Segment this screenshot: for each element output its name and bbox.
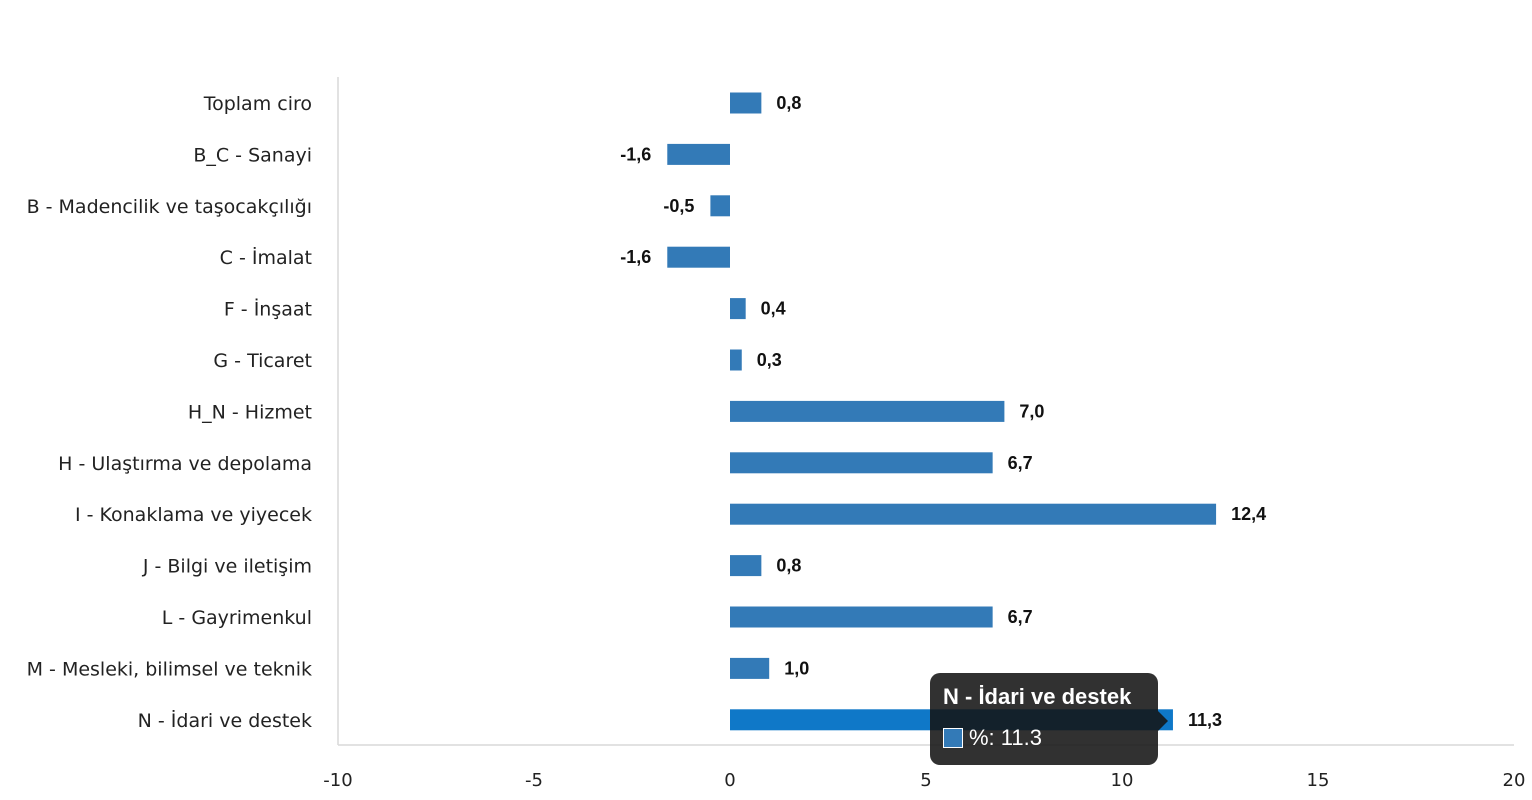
category-label: I - Konaklama ve yiyecek <box>75 504 312 526</box>
data-label: 0,8 <box>776 93 801 113</box>
data-label: 6,7 <box>1008 607 1033 627</box>
bar[interactable] <box>730 298 746 320</box>
bar[interactable] <box>730 657 770 679</box>
bars <box>667 92 1217 731</box>
category-label: J - Bilgi ve iletişim <box>142 556 312 578</box>
bar[interactable] <box>730 92 762 114</box>
x-tick-label: 5 <box>920 770 931 791</box>
data-label: 7,0 <box>1019 401 1044 421</box>
bar[interactable] <box>730 452 993 474</box>
tooltip-title: N - İdari ve destek <box>943 684 1132 709</box>
category-label: G - Ticaret <box>213 350 312 372</box>
bar[interactable] <box>667 246 730 268</box>
category-label: M - Mesleki, bilimsel ve teknik <box>27 658 312 680</box>
tooltip-row: %: 11.3 <box>943 725 1145 751</box>
tooltip-series-swatch <box>943 728 963 748</box>
category-label: H - Ulaştırma ve depolama <box>58 453 312 475</box>
x-tick-label: 15 <box>1307 770 1330 791</box>
category-label: H_N - Hizmet <box>188 401 312 423</box>
x-tick-label: 10 <box>1111 770 1134 791</box>
category-label: N - İdari ve destek <box>138 709 312 732</box>
x-tick-label: 20 <box>1503 770 1526 791</box>
data-label: 11,3 <box>1188 710 1222 730</box>
x-tick-label: -10 <box>323 770 352 791</box>
chart-tooltip: N - İdari ve destek %: 11.3 <box>930 673 1168 765</box>
data-label: -1,6 <box>620 247 651 267</box>
bar[interactable] <box>730 606 993 628</box>
data-label: -0,5 <box>663 196 694 216</box>
data-label: 1,0 <box>784 658 809 678</box>
x-tick-label: -5 <box>525 770 543 791</box>
x-tick-label: 0 <box>724 770 735 791</box>
category-label: B_C - Sanayi <box>193 144 312 166</box>
bar[interactable] <box>730 503 1217 525</box>
bar[interactable] <box>710 195 730 217</box>
data-label: 0,3 <box>757 350 782 370</box>
category-label: C - İmalat <box>220 246 312 269</box>
bar[interactable] <box>730 400 1005 422</box>
category-labels: Toplam ciro B_C - Sanayi B - Madencilik ve… <box>27 93 312 732</box>
bar[interactable] <box>730 555 762 577</box>
data-label: 0,4 <box>761 299 786 319</box>
data-labels: 0,8 -1,6 -0,5 -1,6 0,4 0,3 7,0 6,7 12,4 0,8 6,7 1,0… <box>620 93 1266 730</box>
tooltip-value: %: 11.3 <box>969 725 1042 750</box>
bar[interactable] <box>667 143 730 165</box>
data-label: 0,8 <box>776 556 801 576</box>
category-label: B - Madencilik ve taşocakçılığı <box>27 196 312 218</box>
bar[interactable] <box>730 349 742 371</box>
category-label: L - Gayrimenkul <box>162 607 312 629</box>
data-label: 6,7 <box>1008 453 1033 473</box>
category-label: Toplam ciro <box>203 93 312 115</box>
data-label: 12,4 <box>1231 504 1266 524</box>
data-label: -1,6 <box>620 144 651 164</box>
x-tick-labels: -10 -5 0 5 10 15 20 <box>323 770 1525 791</box>
tooltip-arrow <box>1158 711 1168 731</box>
category-label: F - İnşaat <box>224 298 312 321</box>
axes <box>337 77 1514 746</box>
